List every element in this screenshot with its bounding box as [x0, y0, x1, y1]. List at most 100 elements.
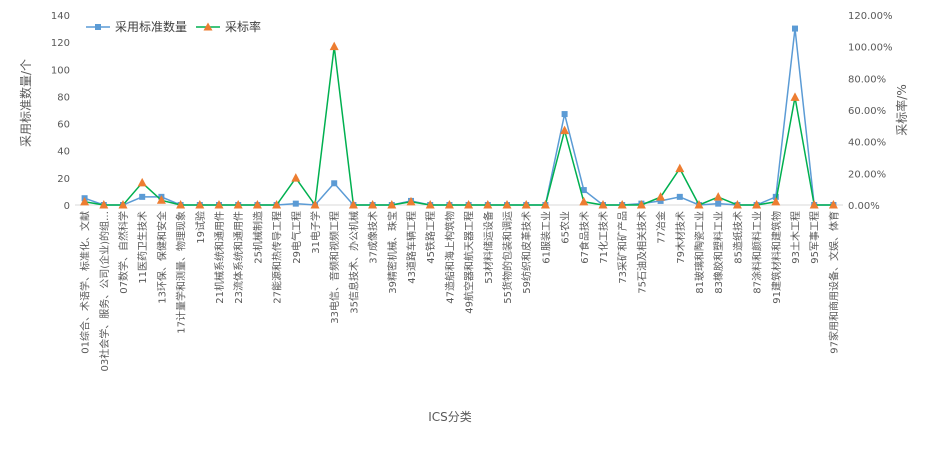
category-label: 71化工技术 — [597, 211, 610, 264]
count-point — [561, 111, 568, 118]
left-tick-label: 120 — [51, 38, 70, 49]
legend-item-rate: 采标率 — [196, 19, 261, 34]
rate-point — [425, 200, 435, 209]
left-axis-ticks: 0 20 40 60 80 100 120 140 — [51, 11, 70, 212]
left-tick-label: 100 — [51, 65, 70, 76]
left-tick-label: 80 — [57, 92, 70, 103]
rate-point — [272, 200, 282, 209]
left-tick-label: 40 — [57, 147, 70, 158]
count-point — [657, 197, 664, 204]
rate-point — [752, 200, 762, 209]
category-label: 39精密机械、珠宝 — [386, 211, 399, 294]
right-tick-label: 20.00% — [848, 169, 886, 180]
legend-item-count: 采用标准数量 — [86, 19, 187, 34]
category-label: 29电气工程 — [290, 211, 303, 264]
right-tick-label: 120.00% — [848, 11, 893, 22]
legend-label-rate: 采标率 — [225, 19, 261, 34]
category-label: 27能源和热传导工程 — [271, 211, 284, 304]
right-axis-ticks: 0.00% 20.00% 40.00% 60.00% 80.00% 100.00% 120.… — [848, 11, 893, 212]
rate-point — [771, 196, 781, 206]
rate-point — [464, 200, 474, 209]
rate-point — [502, 200, 512, 209]
category-label: 81玻璃和陶瓷工业 — [693, 211, 706, 294]
rate-point — [195, 200, 205, 209]
category-label: 59纺织和皮革技术 — [520, 211, 533, 294]
rate-point — [118, 200, 128, 209]
category-label: 53材料储运设备 — [482, 211, 495, 284]
category-label: 43道路车辆工程 — [405, 211, 418, 284]
category-label: 87涂料和颜料工业 — [751, 211, 764, 294]
rate-point — [137, 177, 147, 187]
rate-point — [675, 163, 685, 173]
category-label: 67食品技术 — [578, 211, 591, 264]
rate-point — [732, 200, 742, 209]
category-label: 01综合、术语学、标准化、文献 — [79, 211, 92, 354]
category-label: 61服装工业 — [539, 211, 552, 264]
rate-point — [694, 200, 704, 209]
category-label: 83橡胶和塑料工业 — [712, 211, 725, 294]
count-point — [676, 193, 683, 200]
category-label: 97家用和商用设备、文娱、体育 — [827, 211, 840, 354]
category-label: 23流体系统和通用件 — [232, 211, 245, 304]
rate-point — [310, 200, 320, 209]
category-label: 31电子学 — [309, 211, 322, 254]
category-label: 35信息技术、办公机械 — [347, 211, 360, 314]
rate-point — [156, 195, 166, 204]
rate-point — [387, 200, 397, 209]
category-label: 93土木工程 — [789, 211, 802, 264]
count-point — [292, 200, 299, 207]
count-point — [792, 25, 798, 32]
rate-point — [828, 200, 838, 209]
category-label: 73采矿和矿产品 — [616, 211, 629, 284]
left-tick-label: 60 — [57, 120, 70, 131]
rate-point — [329, 41, 339, 51]
rate-point — [99, 200, 109, 209]
rate-point — [444, 200, 454, 209]
rate-point — [790, 92, 800, 101]
rate-point — [579, 196, 589, 206]
rate-point — [521, 200, 531, 209]
rate-point — [483, 200, 493, 209]
rate-point — [636, 200, 646, 209]
x-axis-title: ICS分类 — [428, 410, 472, 424]
category-label: 79木材技术 — [674, 211, 687, 264]
rate-point — [406, 196, 416, 206]
category-label: 49航空器和航天器工程 — [463, 211, 476, 314]
right-tick-label: 100.00% — [848, 43, 893, 54]
category-label: 75石油及相关技术 — [635, 211, 648, 294]
legend-label-count: 采用标准数量 — [115, 19, 187, 34]
rate-point — [233, 200, 243, 209]
category-label: 07数学、自然科学 — [117, 211, 130, 294]
rate-point — [348, 200, 358, 209]
category-label: 55货物的包装和调运 — [501, 211, 514, 304]
category-label: 47造船和海上构筑物 — [443, 211, 456, 304]
left-tick-label: 20 — [57, 174, 70, 185]
category-label: 77冶金 — [655, 211, 668, 244]
rate-series-line — [84, 46, 834, 208]
category-label: 17计量学和测量、物理现象 — [175, 211, 188, 334]
category-label: 13环保、保健和安全 — [155, 211, 168, 304]
rate-point — [214, 200, 224, 209]
rate-point — [713, 192, 723, 201]
left-tick-label: 0 — [64, 201, 70, 212]
category-label: 37成像技术 — [367, 211, 380, 264]
rate-point — [617, 200, 627, 209]
rate-point — [80, 196, 90, 206]
count-point — [715, 200, 722, 207]
category-label: 95军事工程 — [808, 211, 821, 264]
category-label: 03社会学、服务、公司(企业)的组… — [98, 211, 111, 372]
rate-point — [540, 200, 550, 209]
count-point — [139, 193, 146, 200]
category-label: 45铁路工程 — [424, 211, 437, 264]
legend: 采用标准数量 采标率 — [86, 19, 261, 34]
right-tick-label: 80.00% — [848, 74, 886, 85]
count-point — [580, 187, 587, 194]
right-tick-label: 60.00% — [848, 106, 886, 117]
rate-point — [176, 200, 186, 209]
rate-point — [252, 200, 262, 209]
category-label: 91建筑材料和建筑物 — [770, 211, 783, 304]
right-tick-label: 0.00% — [848, 201, 880, 212]
rate-point — [656, 192, 666, 201]
category-labels: 01综合、术语学、标准化、文献 03社会学、服务、公司(企业)的组… 07数学、自然… — [79, 211, 841, 372]
